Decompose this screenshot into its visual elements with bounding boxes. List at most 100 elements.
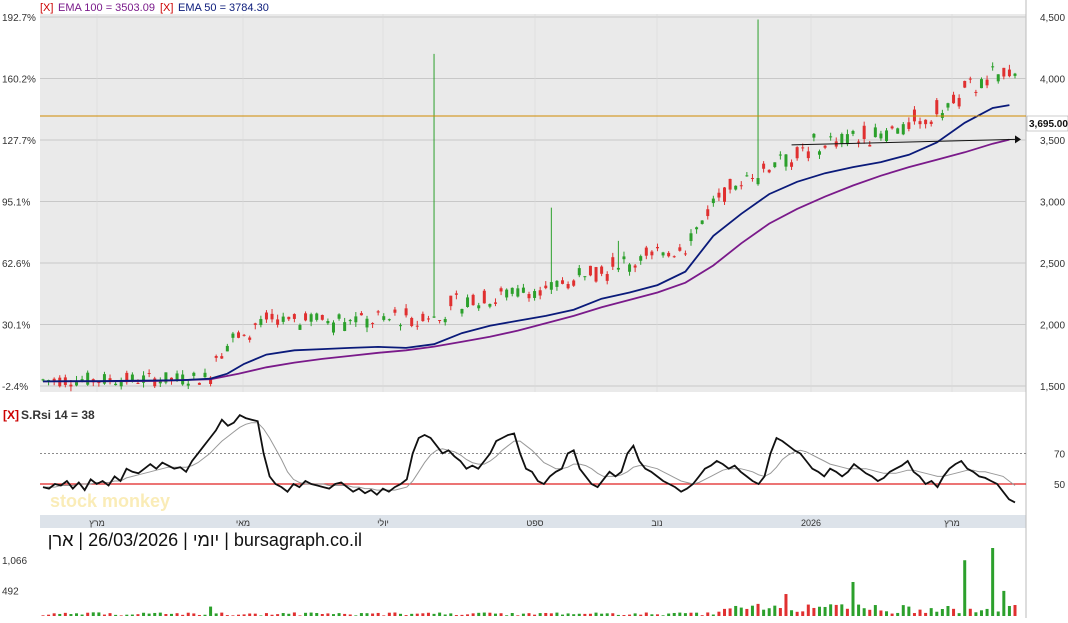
candle-body (633, 265, 637, 268)
volume-bar (577, 613, 581, 616)
candle-body (588, 265, 592, 276)
volume-bar (365, 613, 369, 616)
candle-body (845, 134, 849, 145)
candle-body (868, 144, 872, 147)
candle-body (885, 130, 889, 142)
volume-bar (639, 614, 643, 616)
candle-body (343, 322, 347, 332)
y-tick-left: 30.1% (2, 321, 30, 332)
candle-body (533, 291, 537, 298)
candle-body (460, 308, 464, 314)
volume-bar (231, 615, 235, 616)
ema100-line (42, 138, 1010, 383)
candle-body (209, 377, 213, 385)
candle-body (1002, 67, 1006, 77)
volume-bar (438, 612, 442, 616)
volume-bar (857, 604, 861, 616)
y-tick-right: 3,000 (1040, 198, 1065, 209)
candle-body (337, 314, 341, 319)
rsi-close-marker[interactable]: [X] (3, 408, 19, 422)
candle-body (935, 100, 939, 115)
x-tick: מרץ (944, 518, 960, 528)
candle-body (69, 384, 73, 387)
volume-bar (723, 608, 727, 616)
volume-bar (320, 613, 324, 616)
candle-body (812, 133, 816, 138)
volume-bar (460, 614, 464, 616)
volume-bar (505, 615, 509, 616)
candle-body (438, 320, 442, 322)
candle-body (912, 109, 916, 122)
y-tick-right: 1,500 (1040, 382, 1065, 393)
candle-body (801, 147, 805, 149)
candle-body (415, 325, 419, 327)
candle-body (158, 380, 162, 384)
candle-body (387, 319, 391, 321)
candle-body (527, 294, 531, 299)
candle-body (186, 383, 190, 386)
volume-bar (466, 614, 470, 616)
volume-bar (756, 603, 760, 616)
candle-body (130, 374, 134, 381)
main-panel (40, 14, 1026, 392)
volume-bar (762, 609, 766, 616)
candle-body (471, 294, 475, 306)
volume-bar (315, 613, 319, 616)
candle-body (851, 130, 855, 134)
volume-bar (1013, 605, 1017, 616)
candle-body (225, 345, 229, 352)
ema50-close-marker[interactable]: [X] (160, 2, 173, 14)
volume-bar (717, 611, 721, 616)
candle-body (890, 126, 894, 129)
volume-bar (493, 613, 497, 616)
volume-bar (175, 613, 179, 616)
volume-bar (918, 609, 922, 616)
candle-body (371, 323, 375, 325)
candle-body (248, 337, 252, 340)
y-tick-right: 3,500 (1040, 136, 1065, 147)
volume-bar (901, 605, 905, 616)
candle-body (488, 303, 492, 307)
volume-bar (197, 614, 201, 616)
grid-lines (40, 14, 1026, 392)
candle-body (879, 133, 883, 139)
volume-bar (69, 614, 73, 616)
candle-body (762, 163, 766, 169)
volume-bar (1007, 605, 1011, 616)
volume-bar (1002, 590, 1006, 616)
candle-body (80, 379, 84, 382)
candle-body (102, 374, 106, 384)
volume-bar (47, 614, 51, 616)
candle-body (309, 314, 313, 322)
candle-body (650, 251, 654, 256)
candle-body (795, 147, 799, 159)
volume-bar (929, 608, 933, 616)
candle-body (968, 78, 972, 80)
candle-body (639, 256, 643, 261)
volume-bar (935, 611, 939, 616)
candle-body (97, 382, 101, 384)
volume-bar (700, 615, 704, 616)
candle-body (292, 314, 296, 319)
volume-bar (806, 604, 810, 616)
date-axis-band (40, 515, 1026, 528)
volume-bar (633, 613, 637, 616)
candle-body (689, 233, 693, 242)
volume-bar (399, 613, 403, 616)
volume-bar (270, 614, 274, 616)
volume-bar (147, 613, 151, 616)
ema100-close-marker[interactable]: [X] (40, 2, 53, 14)
volume-bar (912, 613, 916, 616)
rsi-legend: S.Rsi 14 = 38 (21, 408, 95, 422)
volume-bar (248, 613, 252, 616)
volume-bar (868, 609, 872, 616)
trend-line (791, 138, 1016, 146)
volume-bar (164, 614, 168, 616)
volume-bar (745, 608, 749, 616)
volume-bar (801, 611, 805, 616)
volume-bar (940, 609, 944, 616)
volume-bar (706, 612, 710, 616)
volume-bar (650, 614, 654, 616)
volume-bar (499, 613, 503, 616)
